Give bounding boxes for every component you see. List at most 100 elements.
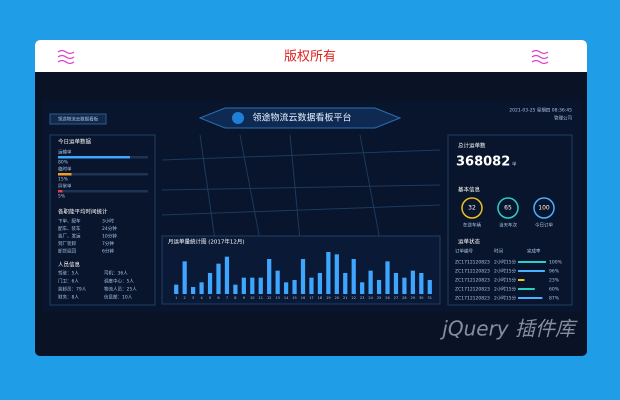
row-label: 装厂、发运	[58, 233, 81, 240]
stat-value: 100	[538, 205, 550, 212]
progress-track	[58, 173, 148, 176]
order-id: ZC1712120823	[455, 260, 490, 266]
x-tick-label: 16	[301, 296, 305, 300]
total-unit: 单	[512, 161, 517, 168]
bar	[250, 277, 255, 294]
row-value: 6分钟	[102, 248, 114, 255]
bar	[351, 259, 356, 294]
staff-item: 门卫：6人	[58, 278, 79, 285]
rate-bar	[518, 288, 535, 290]
rate-bar	[518, 297, 543, 299]
right-panel	[447, 134, 573, 306]
x-tick-label: 1	[175, 296, 177, 300]
order-id: ZC1712120823	[455, 296, 490, 302]
bar	[326, 252, 331, 294]
x-tick-label: 19	[326, 296, 330, 300]
status-title: 运单状态	[458, 238, 481, 246]
logo	[232, 112, 244, 124]
dashboard-title: 领途物流云数据看板平台	[252, 112, 351, 124]
rate-label: 87%	[549, 296, 560, 302]
progress-bar	[58, 156, 130, 159]
progress-track	[58, 190, 148, 193]
row-label: 到厂装卸	[58, 240, 76, 247]
row-value: 10分钟	[102, 233, 117, 240]
total-value: 368082	[456, 155, 510, 170]
stat-circle	[497, 197, 519, 219]
staff-item: 调度中心：5人	[104, 278, 134, 285]
order-time: 2小时15分	[494, 295, 517, 302]
x-tick-label: 6	[217, 296, 219, 300]
stat-label: 在途车辆	[463, 222, 481, 229]
column-header: 完成率	[527, 248, 541, 255]
column-header: 时间	[494, 248, 503, 255]
rate-bar	[518, 261, 546, 263]
map-roads	[161, 134, 441, 241]
row-label: 临时单	[58, 166, 72, 173]
progress-label: 5%	[58, 194, 66, 200]
rate-label: 23%	[549, 278, 560, 284]
stat-value: 65	[504, 205, 512, 212]
bar	[427, 280, 432, 294]
avg-time-title: 各职能平均时间统计	[58, 208, 108, 216]
x-tick-label: 31	[428, 296, 432, 300]
progress-label: 80%	[58, 160, 69, 166]
x-tick-label: 20	[335, 296, 339, 300]
bar	[334, 254, 339, 294]
bar	[191, 287, 196, 294]
basic-title: 基本信息	[458, 186, 481, 194]
watermark: jQuery 插件库	[439, 317, 578, 341]
bar	[283, 282, 289, 294]
row-value: 7分钟	[102, 240, 114, 247]
bar	[393, 273, 399, 294]
x-tick-label: 15	[292, 296, 296, 300]
stat-value: 32	[468, 205, 476, 212]
rate-bar	[518, 270, 545, 272]
order-id: ZC1712120823	[455, 278, 490, 284]
stat-label: 今日订单	[535, 222, 553, 229]
row-label: 卸货返回	[58, 248, 76, 255]
title-banner	[198, 107, 402, 129]
nav-button-label[interactable]: 领途物流云数据看板	[58, 116, 99, 123]
bar	[174, 284, 179, 294]
datetime: 2021-03-25 星期四 08:36:45	[509, 108, 572, 114]
stat-circle	[533, 197, 555, 219]
row-value: 24分钟	[102, 225, 117, 232]
today-title: 今日运单数据	[58, 138, 92, 146]
bar	[317, 273, 323, 294]
staff-title: 人员信息	[58, 261, 81, 269]
bar	[207, 273, 213, 294]
bar	[343, 273, 348, 294]
progress-bar	[58, 190, 63, 193]
x-tick-label: 28	[402, 296, 406, 300]
bar	[300, 259, 306, 294]
bar	[224, 256, 230, 294]
staff-item: 驾驶：5人	[58, 270, 79, 277]
bar	[216, 263, 221, 294]
x-tick-label: 23	[360, 296, 364, 300]
bar	[385, 261, 390, 294]
bar	[410, 270, 415, 294]
left-panel	[49, 134, 156, 306]
x-tick-label: 11	[259, 296, 263, 300]
row-value: 3小时	[102, 218, 114, 225]
bar	[368, 270, 373, 294]
x-tick-label: 17	[309, 296, 313, 300]
staff-item: 装卸员：79人	[58, 286, 87, 293]
rate-label: 100%	[549, 260, 563, 266]
x-tick-label: 21	[343, 296, 347, 300]
user[interactable]: 管理公司	[554, 115, 572, 122]
stat-circle	[461, 197, 483, 219]
bar	[258, 277, 263, 294]
x-tick-label: 26	[385, 296, 389, 300]
column-header: 订单编号	[455, 248, 473, 255]
bar	[309, 277, 314, 294]
x-tick-label: 14	[284, 296, 289, 300]
x-tick-label: 10	[250, 296, 254, 300]
rate-bar	[518, 279, 525, 281]
row-label: 下单、配车	[58, 218, 81, 225]
order-id: ZC1712120823	[455, 269, 490, 275]
stat-label: 当天车次	[499, 222, 517, 229]
progress-bar	[58, 173, 72, 176]
nav-button[interactable]	[49, 113, 107, 125]
